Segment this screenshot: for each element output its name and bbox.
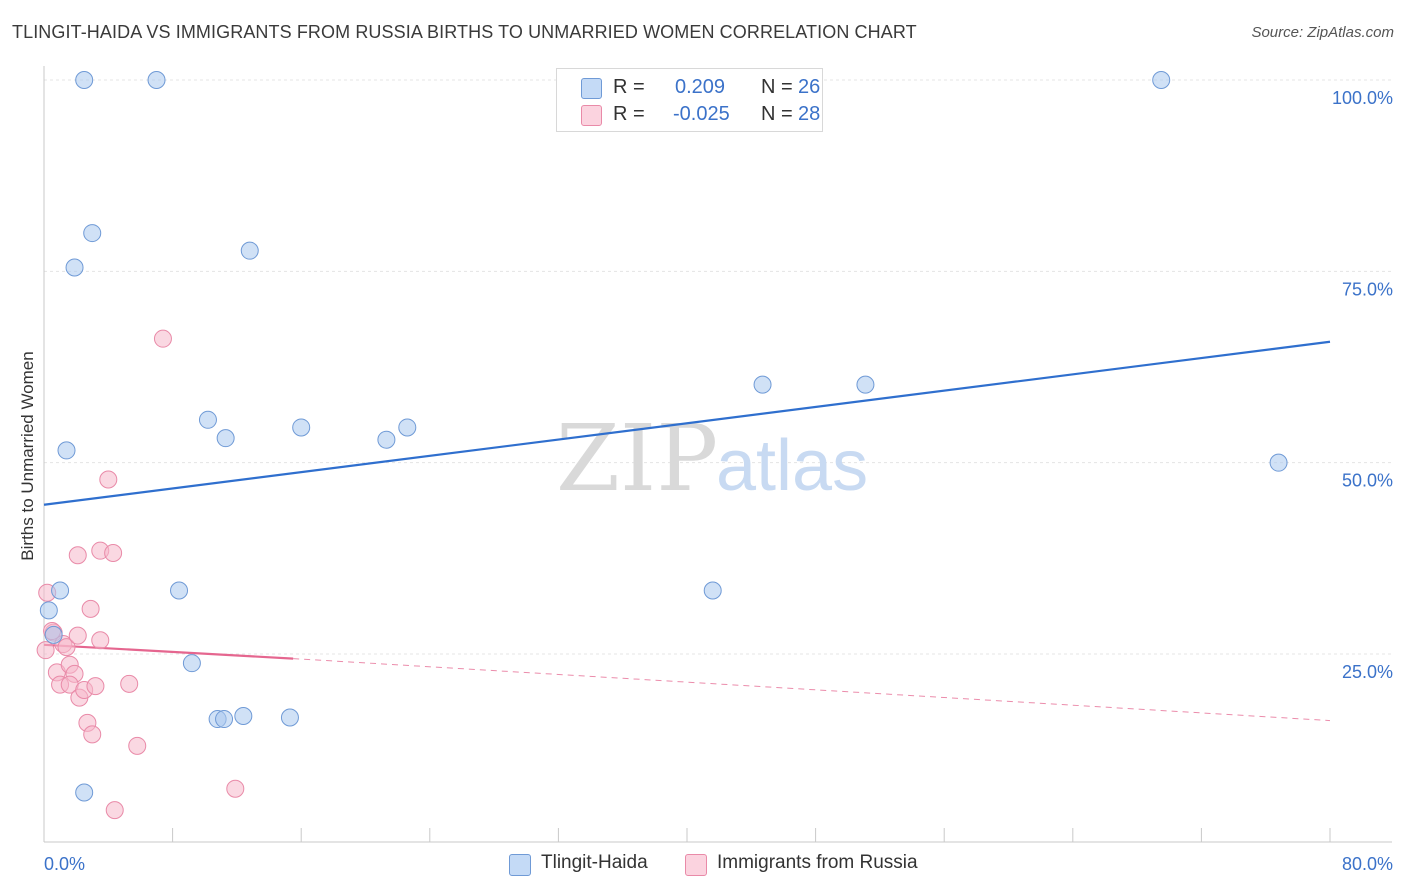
watermark-zip: ZIP (556, 405, 718, 512)
data-point-russia (104, 543, 123, 562)
chart-title: TLINGIT-HAIDA VS IMMIGRANTS FROM RUSSIA … (12, 22, 917, 42)
gridlines (44, 79, 1392, 655)
y-tick-label: 75.0% (1342, 279, 1393, 299)
data-point-tlingit (75, 783, 94, 802)
watermark-atlas: atlas (716, 426, 868, 506)
swatch-blue (509, 854, 531, 876)
data-point-tlingit (75, 71, 94, 89)
points (36, 71, 1288, 820)
data-point-tlingit (856, 375, 875, 394)
y-tick-label: 50.0% (1342, 471, 1393, 491)
data-point-tlingit (1269, 453, 1288, 472)
data-point-russia (226, 779, 245, 798)
y-tick-label: 100.0% (1332, 88, 1393, 108)
data-point-russia (57, 638, 76, 657)
data-point-tlingit (292, 418, 311, 437)
axes (43, 66, 1392, 843)
x-tick-label: 0.0% (44, 854, 85, 874)
data-point-russia (68, 546, 87, 565)
source-label: Source: ZipAtlas.com (1251, 24, 1394, 41)
watermark: ZIP atlas (556, 405, 868, 512)
data-point-russia (83, 725, 102, 744)
trend-lines (43, 340, 1331, 722)
legend-label: Tlingit-Haida (541, 852, 648, 873)
r-value: 0.209 (675, 76, 726, 98)
data-point-russia (91, 631, 110, 650)
data-point-tlingit (215, 710, 234, 729)
data-point-tlingit (753, 375, 772, 394)
data-point-russia (86, 677, 105, 696)
data-point-tlingit (83, 224, 102, 243)
data-point-russia (99, 470, 118, 489)
y-tick-label: 25.0% (1342, 662, 1393, 682)
data-point-russia (128, 736, 147, 755)
trend-line-tlingit (43, 340, 1331, 506)
legend-label: Immigrants from Russia (717, 852, 918, 873)
data-point-tlingit (1152, 71, 1171, 89)
data-point-tlingit (703, 581, 722, 600)
trend-line-russia (43, 643, 294, 660)
n-label: N = (761, 76, 793, 98)
data-point-tlingit (39, 601, 58, 620)
data-point-tlingit (216, 429, 235, 448)
n-label: N = (761, 103, 793, 125)
trend-line-russia-dashed (293, 658, 1331, 722)
data-point-tlingit (234, 706, 253, 725)
r-value: -0.025 (673, 103, 730, 125)
data-point-russia (105, 801, 124, 820)
data-point-tlingit (182, 654, 201, 673)
data-point-tlingit (147, 71, 166, 89)
tick-labels: 25.0% 50.0% 75.0% 100.0% 0.0% 80.0% (44, 88, 1393, 874)
data-point-tlingit (398, 418, 417, 437)
data-point-russia (81, 599, 100, 618)
n-value: 26 (798, 76, 821, 98)
data-point-tlingit (57, 441, 76, 460)
data-point-russia (68, 626, 87, 645)
data-point-russia (36, 641, 55, 660)
data-point-russia (153, 329, 172, 348)
r-label: R = (613, 103, 645, 125)
data-point-tlingit (51, 581, 70, 600)
x-tick-label: 80.0% (1342, 854, 1393, 874)
swatch-pink (685, 854, 707, 876)
data-point-russia (120, 674, 139, 693)
data-point-tlingit (170, 581, 189, 600)
r-label: R = (613, 76, 645, 98)
swatch-blue (581, 78, 602, 99)
data-point-tlingit (240, 241, 259, 260)
data-point-tlingit (280, 708, 299, 727)
swatch-pink (581, 105, 602, 126)
data-point-tlingit (198, 410, 217, 429)
data-point-tlingit (65, 258, 84, 277)
n-value: 28 (798, 103, 821, 125)
stats-legend: R = 0.209 N = 26 R = -0.025 N = 28 (556, 68, 823, 132)
data-point-tlingit (377, 430, 396, 449)
data-point-tlingit (44, 625, 63, 644)
